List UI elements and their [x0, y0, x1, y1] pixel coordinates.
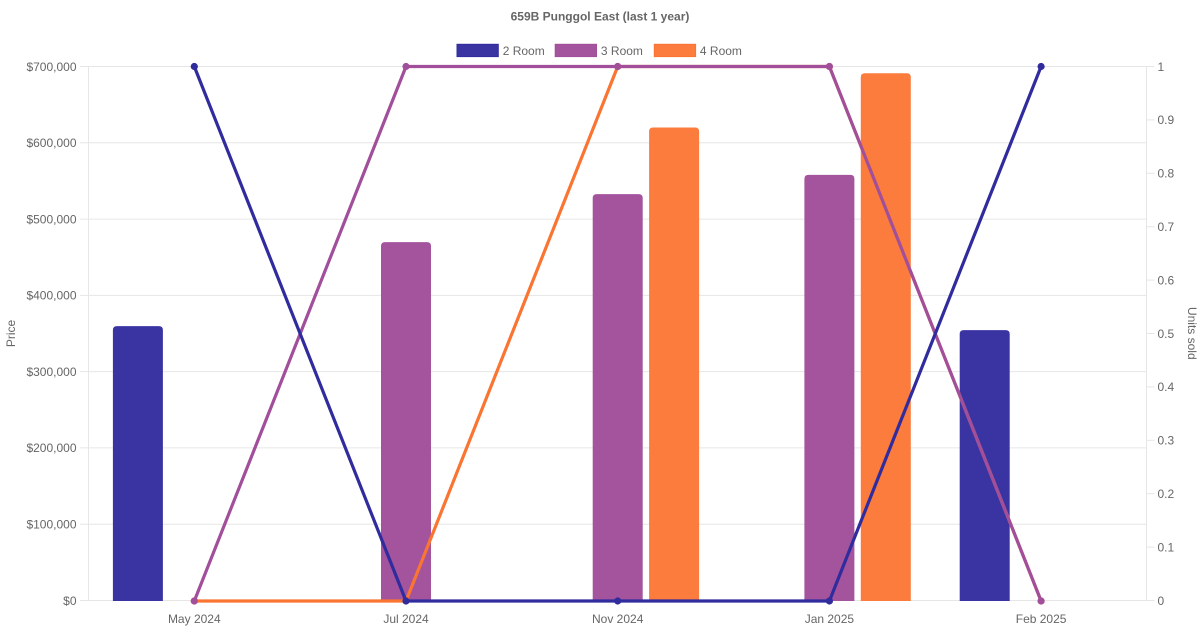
- svg-text:$700,000: $700,000: [26, 60, 76, 74]
- svg-text:0.2: 0.2: [1158, 487, 1175, 501]
- svg-text:Price: Price: [4, 320, 18, 348]
- svg-text:Jan 2025: Jan 2025: [805, 612, 855, 626]
- svg-text:0: 0: [1158, 594, 1165, 608]
- svg-text:0.3: 0.3: [1158, 434, 1175, 448]
- svg-text:Jul 2024: Jul 2024: [383, 612, 429, 626]
- svg-text:0.4: 0.4: [1158, 380, 1175, 394]
- svg-text:$100,000: $100,000: [26, 518, 76, 532]
- svg-text:4 Room: 4 Room: [700, 44, 742, 58]
- svg-text:May 2024: May 2024: [168, 612, 221, 626]
- svg-text:659B Punggol East (last 1 year: 659B Punggol East (last 1 year): [511, 10, 690, 24]
- svg-text:Feb 2025: Feb 2025: [1016, 612, 1067, 626]
- svg-text:$300,000: $300,000: [26, 365, 76, 379]
- svg-text:0.8: 0.8: [1158, 167, 1175, 181]
- svg-text:1: 1: [1158, 60, 1165, 74]
- svg-text:0.5: 0.5: [1158, 327, 1175, 341]
- svg-text:$0: $0: [63, 594, 77, 608]
- svg-text:0.6: 0.6: [1158, 273, 1175, 287]
- svg-text:$600,000: $600,000: [26, 136, 76, 150]
- svg-text:Nov 2024: Nov 2024: [592, 612, 644, 626]
- svg-text:$400,000: $400,000: [26, 289, 76, 303]
- svg-text:$500,000: $500,000: [26, 212, 76, 226]
- svg-text:3 Room: 3 Room: [601, 44, 643, 58]
- svg-text:Units sold: Units sold: [1185, 307, 1199, 360]
- svg-text:0.1: 0.1: [1158, 540, 1175, 554]
- svg-text:0.7: 0.7: [1158, 220, 1175, 234]
- svg-text:2 Room: 2 Room: [503, 44, 545, 58]
- svg-text:$200,000: $200,000: [26, 441, 76, 455]
- svg-text:0.9: 0.9: [1158, 113, 1175, 127]
